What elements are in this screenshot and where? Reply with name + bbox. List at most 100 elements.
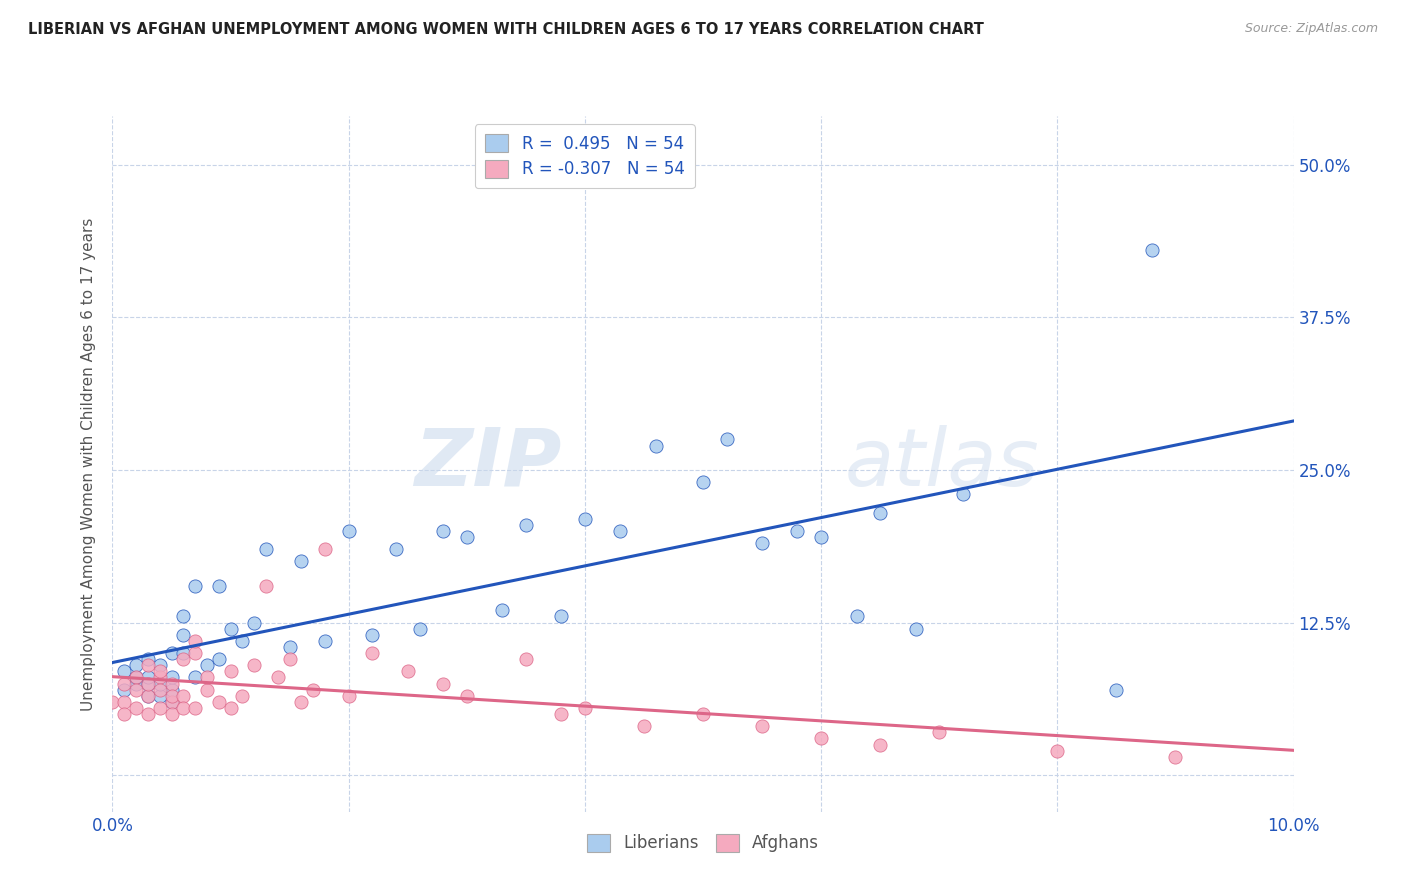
Point	[149, 701, 172, 715]
Point	[112, 707, 135, 722]
Point	[160, 682, 183, 697]
Point	[456, 530, 478, 544]
Point	[810, 731, 832, 746]
Point	[692, 707, 714, 722]
Point	[515, 652, 537, 666]
Point	[149, 682, 172, 697]
Point	[396, 665, 419, 679]
Point	[456, 689, 478, 703]
Point	[491, 603, 513, 617]
Point	[574, 512, 596, 526]
Point	[869, 738, 891, 752]
Point	[184, 633, 207, 648]
Point	[290, 695, 312, 709]
Point	[125, 682, 148, 697]
Point	[149, 670, 172, 684]
Point	[751, 719, 773, 733]
Point	[231, 633, 253, 648]
Point	[515, 517, 537, 532]
Point	[172, 701, 194, 715]
Point	[136, 676, 159, 690]
Point	[810, 530, 832, 544]
Point	[125, 701, 148, 715]
Text: LIBERIAN VS AFGHAN UNEMPLOYMENT AMONG WOMEN WITH CHILDREN AGES 6 TO 17 YEARS COR: LIBERIAN VS AFGHAN UNEMPLOYMENT AMONG WO…	[28, 22, 984, 37]
Text: ZIP: ZIP	[413, 425, 561, 503]
Point	[314, 633, 336, 648]
Point	[385, 542, 408, 557]
Point	[184, 670, 207, 684]
Point	[160, 707, 183, 722]
Text: atlas: atlas	[845, 425, 1039, 503]
Point	[786, 524, 808, 538]
Point	[1140, 244, 1163, 258]
Point	[278, 640, 301, 654]
Point	[904, 622, 927, 636]
Point	[125, 658, 148, 673]
Y-axis label: Unemployment Among Women with Children Ages 6 to 17 years: Unemployment Among Women with Children A…	[80, 217, 96, 711]
Point	[290, 554, 312, 568]
Point	[195, 682, 218, 697]
Point	[160, 646, 183, 660]
Point	[160, 670, 183, 684]
Point	[208, 652, 231, 666]
Point	[716, 433, 738, 447]
Point	[550, 707, 572, 722]
Point	[219, 665, 242, 679]
Point	[172, 689, 194, 703]
Point	[136, 670, 159, 684]
Point	[751, 536, 773, 550]
Point	[149, 658, 172, 673]
Point	[125, 676, 148, 690]
Point	[361, 628, 384, 642]
Point	[644, 438, 666, 452]
Point	[432, 676, 454, 690]
Point	[136, 652, 159, 666]
Point	[231, 689, 253, 703]
Point	[243, 658, 266, 673]
Point	[633, 719, 655, 733]
Point	[149, 665, 172, 679]
Point	[172, 646, 194, 660]
Legend: Liberians, Afghans: Liberians, Afghans	[581, 827, 825, 859]
Point	[208, 579, 231, 593]
Text: Source: ZipAtlas.com: Source: ZipAtlas.com	[1244, 22, 1378, 36]
Point	[254, 579, 277, 593]
Point	[101, 695, 124, 709]
Point	[869, 506, 891, 520]
Point	[609, 524, 631, 538]
Point	[136, 676, 159, 690]
Point	[149, 676, 172, 690]
Point	[314, 542, 336, 557]
Point	[160, 689, 183, 703]
Point	[136, 707, 159, 722]
Point	[1046, 744, 1069, 758]
Point	[243, 615, 266, 630]
Point	[112, 682, 135, 697]
Point	[1105, 682, 1128, 697]
Point	[172, 609, 194, 624]
Point	[136, 689, 159, 703]
Point	[160, 695, 183, 709]
Point	[302, 682, 325, 697]
Point	[1164, 749, 1187, 764]
Point	[184, 701, 207, 715]
Point	[219, 701, 242, 715]
Point	[952, 487, 974, 501]
Point	[195, 658, 218, 673]
Point	[928, 725, 950, 739]
Point	[574, 701, 596, 715]
Point	[432, 524, 454, 538]
Point	[550, 609, 572, 624]
Point	[845, 609, 868, 624]
Point	[149, 689, 172, 703]
Point	[195, 670, 218, 684]
Point	[112, 665, 135, 679]
Point	[160, 695, 183, 709]
Point	[160, 676, 183, 690]
Point	[184, 579, 207, 593]
Point	[112, 695, 135, 709]
Point	[172, 628, 194, 642]
Point	[337, 524, 360, 538]
Point	[136, 658, 159, 673]
Point	[361, 646, 384, 660]
